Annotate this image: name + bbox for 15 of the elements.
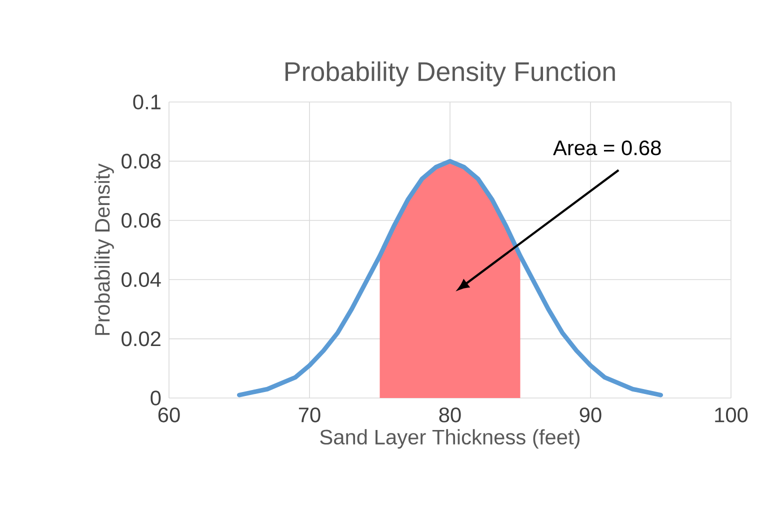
- x-axis-title: Sand Layer Thickness (feet): [320, 429, 580, 449]
- x-tick-label: 70: [298, 408, 320, 422]
- y-tick-label: 0.04: [122, 272, 161, 288]
- chart-title: Probability Density Function: [286, 61, 615, 86]
- y-tick-label: 0.06: [122, 212, 161, 228]
- x-tick-label: 100: [715, 408, 748, 422]
- y-tick-label: 0.08: [122, 154, 161, 169]
- x-tick-label: 80: [439, 408, 461, 422]
- x-tick-label: 60: [158, 408, 180, 422]
- x-tick-label: 90: [580, 408, 602, 422]
- y-tick-label: 0.02: [122, 331, 160, 346]
- y-tick-label: 0.1: [133, 94, 160, 110]
- y-axis-title: Probability Density: [94, 163, 114, 335]
- y-tick-label: 0: [150, 390, 161, 406]
- annotation: Area = 0.68: [553, 140, 661, 156]
